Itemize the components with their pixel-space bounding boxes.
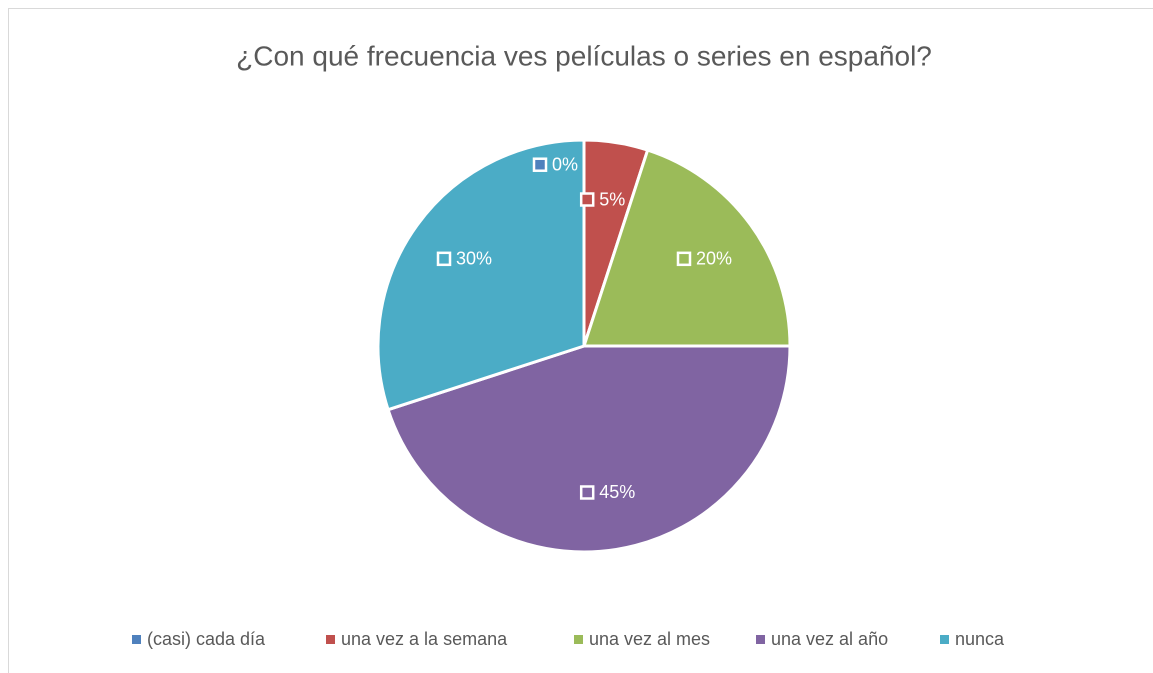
pie-slice	[582, 148, 792, 348]
chart-title: ¿Con qué frecuencia ves películas o seri…	[236, 40, 932, 71]
legend-swatch	[574, 635, 583, 644]
label-marker	[532, 157, 548, 172]
legend-label: nunca	[955, 629, 1005, 649]
legend-label: una vez a la semana	[341, 629, 508, 649]
legend-swatch	[940, 635, 949, 644]
label-marker	[436, 251, 452, 267]
label-marker	[579, 192, 595, 207]
label-marker	[579, 485, 595, 500]
data-label: 45%	[599, 482, 635, 502]
legend-swatch	[132, 635, 141, 644]
data-label: 30%	[456, 249, 492, 269]
legend-swatch	[756, 635, 765, 644]
legend-label: una vez al mes	[589, 629, 710, 649]
legend-label: (casi) cada día	[147, 629, 266, 649]
data-label: 0%	[552, 154, 578, 174]
legend-label: una vez al año	[771, 629, 888, 649]
label-marker	[676, 251, 692, 267]
pie-slice	[376, 138, 586, 412]
data-label: 5%	[599, 189, 625, 209]
pie-slice	[386, 344, 792, 554]
legend-swatch	[326, 635, 335, 644]
data-label: 20%	[696, 249, 732, 269]
